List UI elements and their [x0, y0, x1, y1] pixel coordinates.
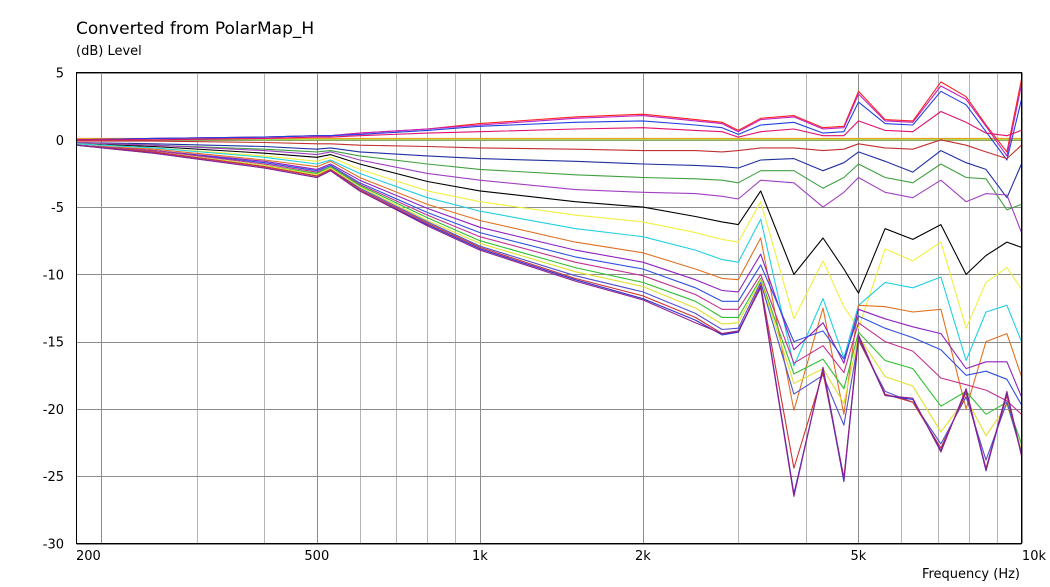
y-tick-label-3: -10	[43, 268, 64, 283]
series-line-11	[76, 143, 1022, 329]
series-line-13	[76, 144, 1023, 415]
series-line-22	[76, 144, 1023, 497]
y-tick-label-0: 5	[56, 67, 64, 82]
series-lines	[76, 79, 1023, 497]
grid	[76, 72, 1023, 545]
x-tick-label-1: 500	[304, 549, 329, 564]
y-tick-label-1: 0	[56, 134, 64, 149]
plot-frame	[76, 72, 1022, 544]
x-tick-label-4: 5k	[851, 549, 867, 564]
x-tick-label-0: 200	[76, 549, 101, 564]
series-line-19	[76, 144, 1023, 461]
y-tick-label-4: -15	[43, 336, 64, 351]
y-axis-label: (dB) Level	[76, 44, 142, 59]
series-line-17	[76, 144, 1023, 445]
y-tick-label-6: -25	[43, 470, 64, 485]
x-tick-label-3: 2k	[635, 549, 651, 564]
series-line-5	[76, 110, 1022, 141]
y-tick-label-7: -30	[43, 538, 64, 553]
y-tick-label-5: -20	[43, 403, 64, 418]
x-tick-label-2: 1k	[472, 549, 488, 564]
x-tick-labels: 200 500 1k 2k 5k 10k	[76, 549, 1046, 564]
series-line-7	[76, 141, 1023, 199]
series-line-12	[76, 143, 1023, 367]
y-tick-label-2: -5	[51, 201, 64, 216]
series-line-15	[76, 144, 1022, 406]
series-line-4	[76, 90, 1023, 161]
series-line-10	[76, 143, 1022, 294]
series-line-21	[76, 144, 1023, 495]
series-line-20	[76, 144, 1023, 479]
series-line-6	[76, 139, 1022, 160]
series-line-8	[76, 141, 1022, 211]
series-line-9	[76, 141, 1023, 233]
series-line-18	[76, 144, 1023, 450]
x-tick-label-5: 10k	[1022, 549, 1047, 564]
y-tick-labels: 5 0 -5 -10 -15 -20 -25 -30	[43, 67, 64, 553]
series-line-14	[76, 144, 1023, 398]
x-axis-label: Frequency (Hz)	[922, 567, 1020, 582]
series-line-16	[76, 144, 1022, 415]
chart-title: Converted from PolarMap_H	[76, 19, 314, 39]
